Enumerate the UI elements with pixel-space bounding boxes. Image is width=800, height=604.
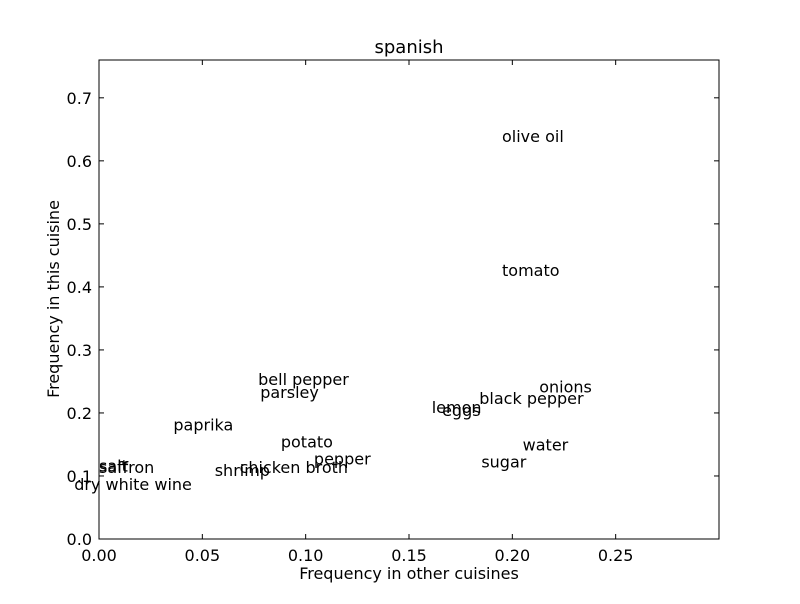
point-label-pepper: pepper — [314, 450, 371, 469]
point-label-sugar: sugar — [481, 453, 526, 472]
plot-area-frame — [98, 59, 720, 540]
point-label-onions: onions — [539, 378, 592, 397]
point-label-chicken-broth: chicken broth — [240, 458, 349, 477]
point-label-black-pepper: black pepper — [479, 389, 584, 408]
y-tick-label: 0.6 — [67, 152, 92, 171]
point-label-dry-white-wine: dry white wine — [74, 475, 192, 494]
point-label-salt: salt — [99, 457, 128, 476]
point-label-water: water — [523, 436, 569, 455]
point-label-eggs: eggs — [442, 401, 481, 420]
y-tick-label: 0.0 — [67, 530, 92, 549]
x-axis-label: Frequency in other cuisines — [299, 564, 519, 583]
y-tick-label: 0.3 — [67, 341, 92, 360]
x-axis-ticks: 0.00 0.05 0.10 0.15 0.20 0.25 — [81, 60, 633, 565]
x-tick-label: 0.05 — [185, 546, 221, 565]
point-label-potato: potato — [281, 433, 333, 452]
x-tick-label: 0.00 — [81, 546, 117, 565]
chart-title: spanish — [374, 37, 443, 58]
x-tick-label: 0.15 — [391, 546, 427, 565]
point-label-lemon: lemon — [432, 398, 482, 417]
y-tick-label: 0.1 — [67, 467, 92, 486]
x-tick-label: 0.20 — [495, 546, 531, 565]
point-label-bell-pepper: bell pepper — [258, 370, 349, 389]
point-label-parsley: parsley — [260, 383, 319, 402]
y-tick-label: 0.7 — [67, 89, 92, 108]
y-tick-label: 0.2 — [67, 404, 92, 423]
point-label-paprika: paprika — [173, 416, 233, 435]
y-tick-label: 0.4 — [67, 278, 92, 297]
point-label-shrimp: shrimp — [215, 461, 270, 480]
point-label-tomato: tomato — [502, 261, 560, 280]
x-tick-label: 0.25 — [598, 546, 634, 565]
point-label-olive-oil: olive oil — [502, 127, 564, 146]
x-tick-label: 0.10 — [288, 546, 324, 565]
y-axis-label: Frequency in this cuisine — [44, 200, 63, 398]
point-label-saffron: saffron — [99, 458, 154, 477]
y-tick-label: 0.5 — [67, 215, 92, 234]
